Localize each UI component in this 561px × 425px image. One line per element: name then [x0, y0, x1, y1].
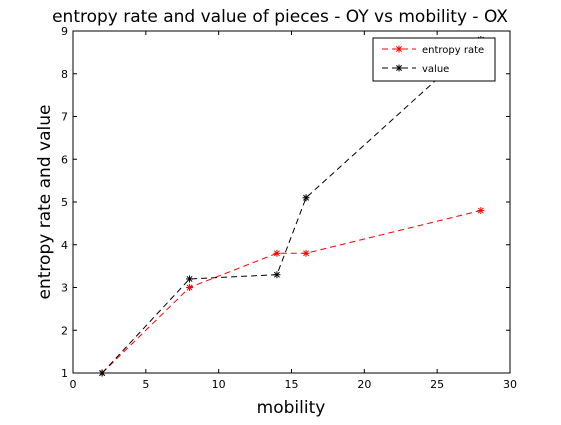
legend-label: entropy rate [422, 45, 484, 56]
y-tick-label: 7 [61, 111, 68, 124]
y-axis-label: entropy rate and value [35, 105, 55, 300]
x-tick-label: 20 [357, 378, 371, 391]
y-tick-label: 1 [61, 367, 68, 380]
y-axis: 1 2 3 4 5 6 7 8 9 [61, 25, 510, 380]
legend-marker [395, 64, 403, 72]
x-tick-label: 25 [430, 378, 444, 391]
legend: entropy rate value [372, 37, 496, 82]
x-tick-label: 10 [212, 378, 226, 391]
x-tick-label: 15 [285, 378, 299, 391]
legend-marker [395, 45, 403, 53]
y-tick-label: 6 [61, 153, 68, 166]
x-axis: 0 5 10 15 20 25 30 [70, 31, 517, 391]
chart-title: entropy rate and value of pieces - OY vs… [52, 7, 508, 27]
y-tick-label: 8 [61, 68, 68, 81]
data-point-marker [477, 207, 485, 215]
y-tick-label: 9 [61, 25, 68, 38]
y-tick-label: 5 [61, 196, 68, 209]
y-tick-label: 3 [61, 282, 68, 295]
data-point-marker [186, 284, 194, 291]
x-tick-label: 5 [142, 378, 149, 391]
data-point-marker [273, 271, 281, 279]
data-point-marker [302, 249, 310, 257]
data-point-marker [273, 249, 281, 257]
plot-area [72, 30, 511, 374]
data-point-marker [302, 194, 310, 202]
legend-label: value [422, 64, 449, 75]
data-point-marker [98, 369, 106, 377]
x-tick-label: 30 [503, 378, 517, 391]
series-line-1 [101, 210, 481, 374]
x-tick-label: 0 [70, 378, 77, 391]
data-point-marker [186, 275, 194, 283]
y-tick-label: 4 [61, 239, 68, 252]
x-axis-label: mobility [257, 398, 326, 418]
legend-box [372, 37, 496, 82]
y-tick-label: 2 [61, 324, 68, 337]
